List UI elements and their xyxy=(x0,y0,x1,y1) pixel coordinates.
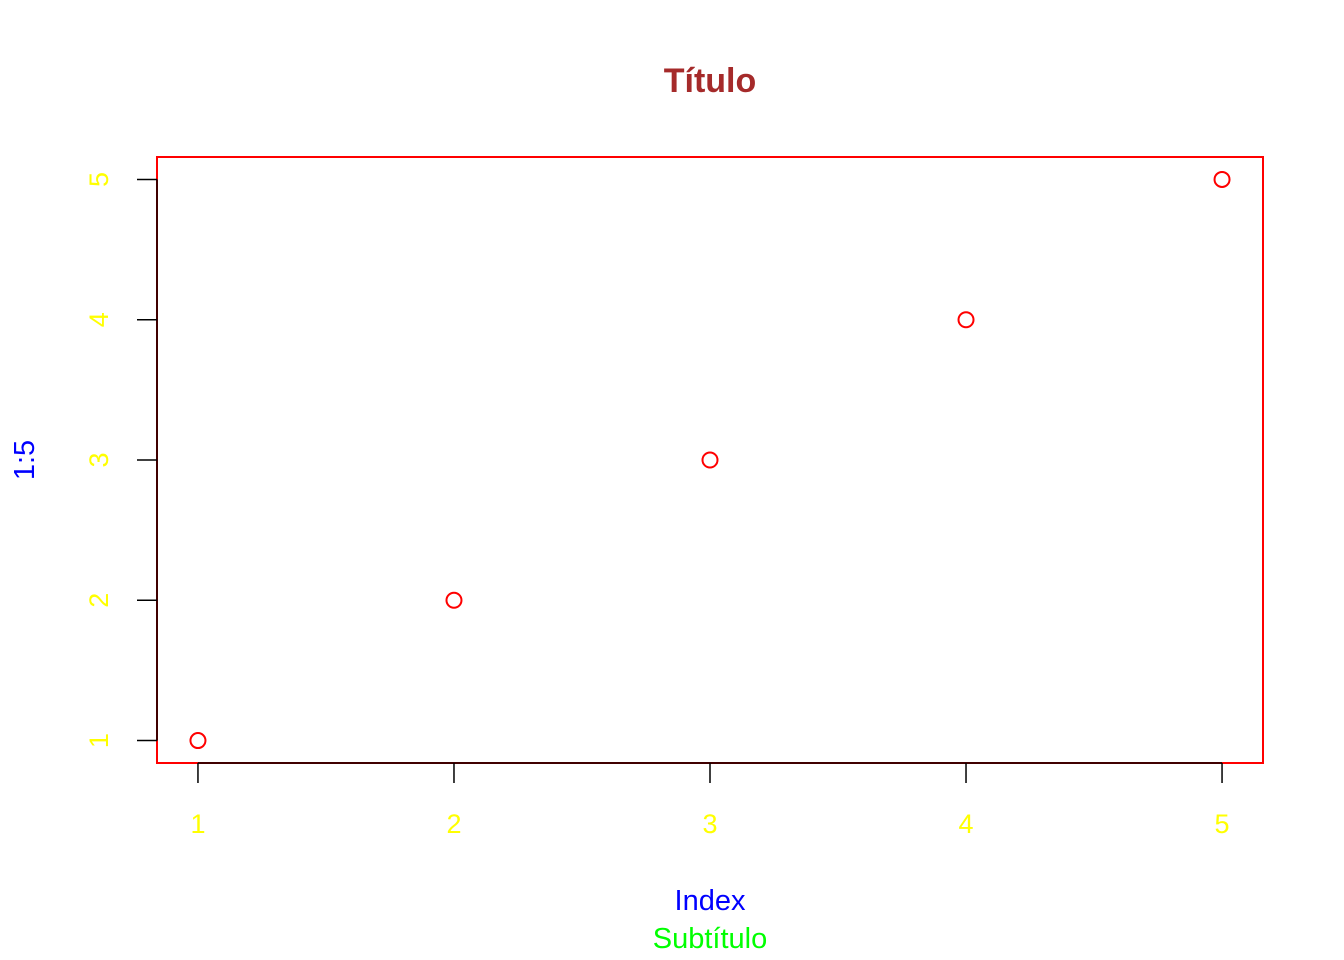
x-tick-label: 3 xyxy=(702,809,717,839)
data-point xyxy=(701,451,719,469)
data-points xyxy=(189,170,1231,750)
chart-title: Título xyxy=(664,62,757,100)
y-axis-label: 1:5 xyxy=(9,440,41,480)
y-tick-label: 5 xyxy=(84,172,114,187)
data-point xyxy=(1213,170,1231,188)
y-tick-label: 2 xyxy=(84,593,114,608)
data-point xyxy=(189,732,207,750)
x-axis: 1 2 3 4 5 xyxy=(190,762,1230,839)
y-tick-label: 3 xyxy=(84,452,114,467)
x-tick-label: 1 xyxy=(190,809,205,839)
data-point xyxy=(445,591,463,609)
y-tick-label: 4 xyxy=(84,312,114,327)
plot-box xyxy=(156,156,1264,764)
x-tick-label: 5 xyxy=(1215,809,1230,839)
chart-subtitle: Subtítulo xyxy=(653,923,767,955)
x-axis-label: Index xyxy=(675,885,746,917)
x-tick-label: 2 xyxy=(446,809,461,839)
y-tick-label: 1 xyxy=(84,733,114,748)
y-axis: 1 2 3 4 5 xyxy=(84,172,158,748)
x-tick-label: 4 xyxy=(959,809,974,839)
data-point xyxy=(957,311,975,329)
